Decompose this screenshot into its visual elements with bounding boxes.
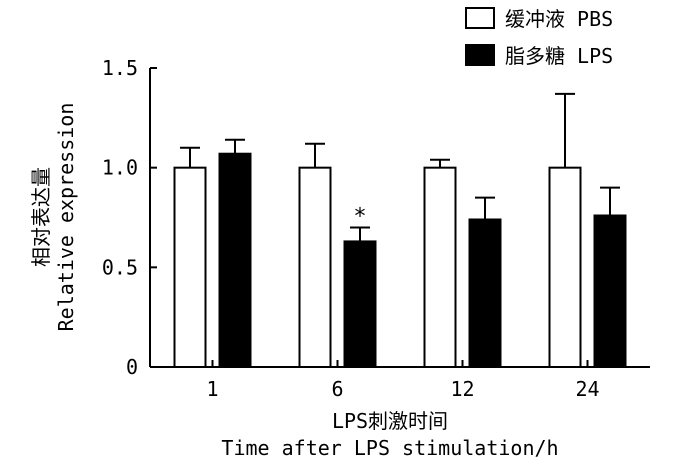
- legend-swatch: [465, 7, 495, 29]
- y-axis-label: 相对表达量 Relative expression: [29, 103, 78, 332]
- bar: [468, 218, 502, 368]
- bar: [548, 166, 582, 368]
- y-tick-label: 1.0: [102, 156, 138, 180]
- y-axis-title-line: Relative expression: [54, 103, 78, 332]
- bar: [298, 166, 332, 368]
- bar: [343, 240, 377, 368]
- x-axis-label: LPS刺激时间 Time after LPS stimulation/h: [221, 409, 558, 460]
- x-axis-title-line: Time after LPS stimulation/h: [221, 436, 558, 460]
- x-tick-label: 24: [575, 377, 599, 401]
- legend-label: 缓冲液 PBS: [505, 7, 613, 31]
- y-tick-label: 0: [126, 355, 138, 379]
- x-axis-title-line: LPS刺激时间: [332, 409, 448, 433]
- bar: [423, 166, 457, 368]
- annotations: *: [355, 204, 366, 229]
- y-axis-title-line: 相对表达量: [29, 167, 53, 267]
- bar: [218, 152, 252, 368]
- legend: 缓冲液 PBS 脂多糖 LPS: [465, 7, 613, 68]
- bar: [593, 214, 627, 368]
- y-tick-label: 0.5: [102, 255, 138, 279]
- significance-mark: *: [355, 204, 366, 229]
- x-tick-label: 12: [450, 377, 474, 401]
- x-tick-label: 6: [331, 377, 343, 401]
- bar: [173, 166, 207, 368]
- legend-label: 脂多糖 LPS: [505, 44, 613, 68]
- bars: [173, 152, 627, 368]
- y-tick-label: 1.5: [102, 56, 138, 80]
- legend-swatch: [465, 44, 495, 66]
- x-tick-label: 1: [206, 377, 218, 401]
- error-bars: [180, 92, 620, 242]
